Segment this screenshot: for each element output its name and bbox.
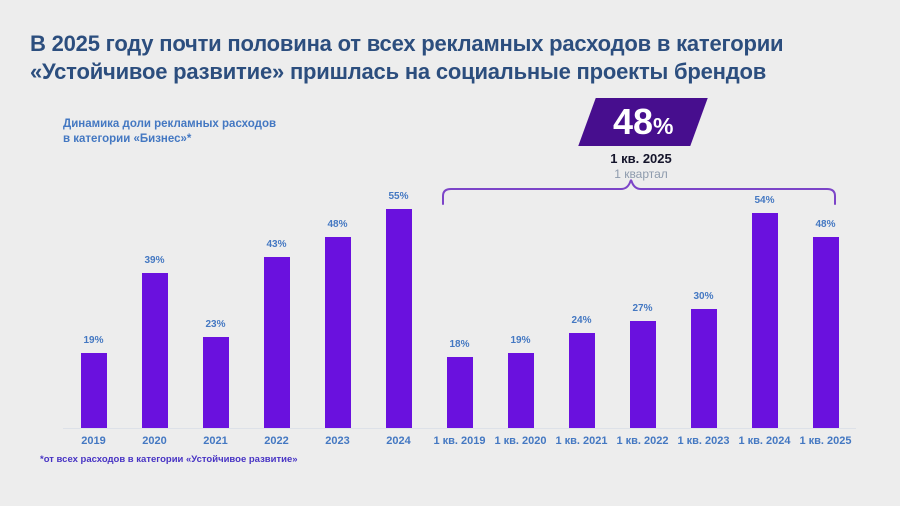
- bar-column: 24% 1 кв. 2021: [551, 195, 612, 447]
- bar: [751, 213, 778, 429]
- x-axis-label: 1 кв. 2020: [494, 435, 547, 447]
- bar: [629, 321, 656, 429]
- bar: [568, 333, 595, 429]
- bar: [446, 357, 473, 429]
- bar-column: 48% 1 кв. 2025: [795, 195, 856, 447]
- bar-value-label: 19%: [83, 335, 104, 346]
- bar-value-label: 24%: [571, 315, 592, 326]
- x-axis-label: 2019: [81, 435, 106, 447]
- bar-column: 54% 1 кв. 2024: [734, 195, 795, 447]
- title-line-2: «Устойчивое развитие» пришлась на социал…: [30, 59, 767, 84]
- x-axis-label: 2022: [264, 435, 289, 447]
- x-axis-label: 1 кв. 2022: [616, 435, 669, 447]
- bar-column: 27% 1 кв. 2022: [612, 195, 673, 447]
- x-axis-line: [63, 428, 856, 429]
- x-axis-label: 1 кв. 2023: [677, 435, 730, 447]
- bar: [202, 337, 229, 429]
- title-line-1: В 2025 году почти половина от всех рекла…: [30, 31, 784, 56]
- bar: [141, 273, 168, 429]
- x-axis-label: 2024: [386, 435, 411, 447]
- brace-icon: [442, 179, 836, 205]
- bar-value-label: 30%: [693, 291, 714, 302]
- x-axis-label: 2021: [203, 435, 228, 447]
- bar-column: 43% 2022: [246, 195, 307, 447]
- bar: [812, 237, 839, 429]
- chart-subtitle-line-2: в категории «Бизнес»*: [63, 133, 192, 145]
- bar: [324, 237, 351, 429]
- page-title: В 2025 году почти половина от всех рекла…: [30, 30, 784, 86]
- highlight-value: 48: [612, 101, 653, 142]
- bar-value-label: 48%: [327, 219, 348, 230]
- highlight-badge-text: 48%: [612, 101, 674, 142]
- highlight-unit: %: [652, 113, 674, 139]
- x-axis-label: 1 кв. 2019: [433, 435, 486, 447]
- bar: [385, 209, 412, 429]
- bar: [507, 353, 534, 429]
- bar-value-label: 19%: [510, 335, 531, 346]
- x-axis-label: 1 кв. 2024: [738, 435, 791, 447]
- x-axis-label: 2020: [142, 435, 167, 447]
- bar-chart-plot: 19% 2019 39% 2020 23% 2021 43% 2022 48% 2023 55% 20…: [63, 191, 856, 447]
- bar-column: 48% 2023: [307, 195, 368, 447]
- bar-value-label: 48%: [815, 219, 836, 230]
- bar-column: 30% 1 кв. 2023: [673, 195, 734, 447]
- footnote: *от всех расходов в категории «Устойчиво…: [40, 454, 298, 465]
- bar-value-label: 55%: [388, 191, 409, 202]
- bar-value-label: 39%: [144, 255, 165, 266]
- x-axis-label: 2023: [325, 435, 350, 447]
- bar-value-label: 23%: [205, 319, 226, 330]
- bar-column: 39% 2020: [124, 195, 185, 447]
- bar-value-label: 18%: [449, 339, 470, 350]
- highlight-badge: 48%: [578, 98, 708, 146]
- bar: [263, 257, 290, 429]
- chart-subtitle-line-1: Динамика доли рекламных расходов: [63, 118, 277, 130]
- bar-value-label: 54%: [754, 195, 775, 206]
- x-axis-label: 1 кв. 2021: [555, 435, 608, 447]
- bar: [80, 353, 107, 429]
- bar-column: 23% 2021: [185, 195, 246, 447]
- bar-value-label: 27%: [632, 303, 653, 314]
- bar: [690, 309, 717, 429]
- bar-chart: 19% 2019 39% 2020 23% 2021 43% 2022 48% 2023 55% 20…: [63, 191, 856, 455]
- chart-subtitle: Динамика доли рекламных расходов в катег…: [63, 117, 276, 147]
- bar-column: 19% 1 кв. 2020: [490, 195, 551, 447]
- bar-column: 55% 2024: [368, 191, 429, 447]
- bar-column: 18% 1 кв. 2019: [429, 195, 490, 447]
- bar-value-label: 43%: [266, 239, 287, 250]
- x-axis-label: 1 кв. 2025: [799, 435, 852, 447]
- bar-column: 19% 2019: [63, 195, 124, 447]
- highlight-period-label: 1 кв. 2025: [610, 151, 672, 166]
- highlight-period-sublabel: 1 квартал: [614, 167, 668, 181]
